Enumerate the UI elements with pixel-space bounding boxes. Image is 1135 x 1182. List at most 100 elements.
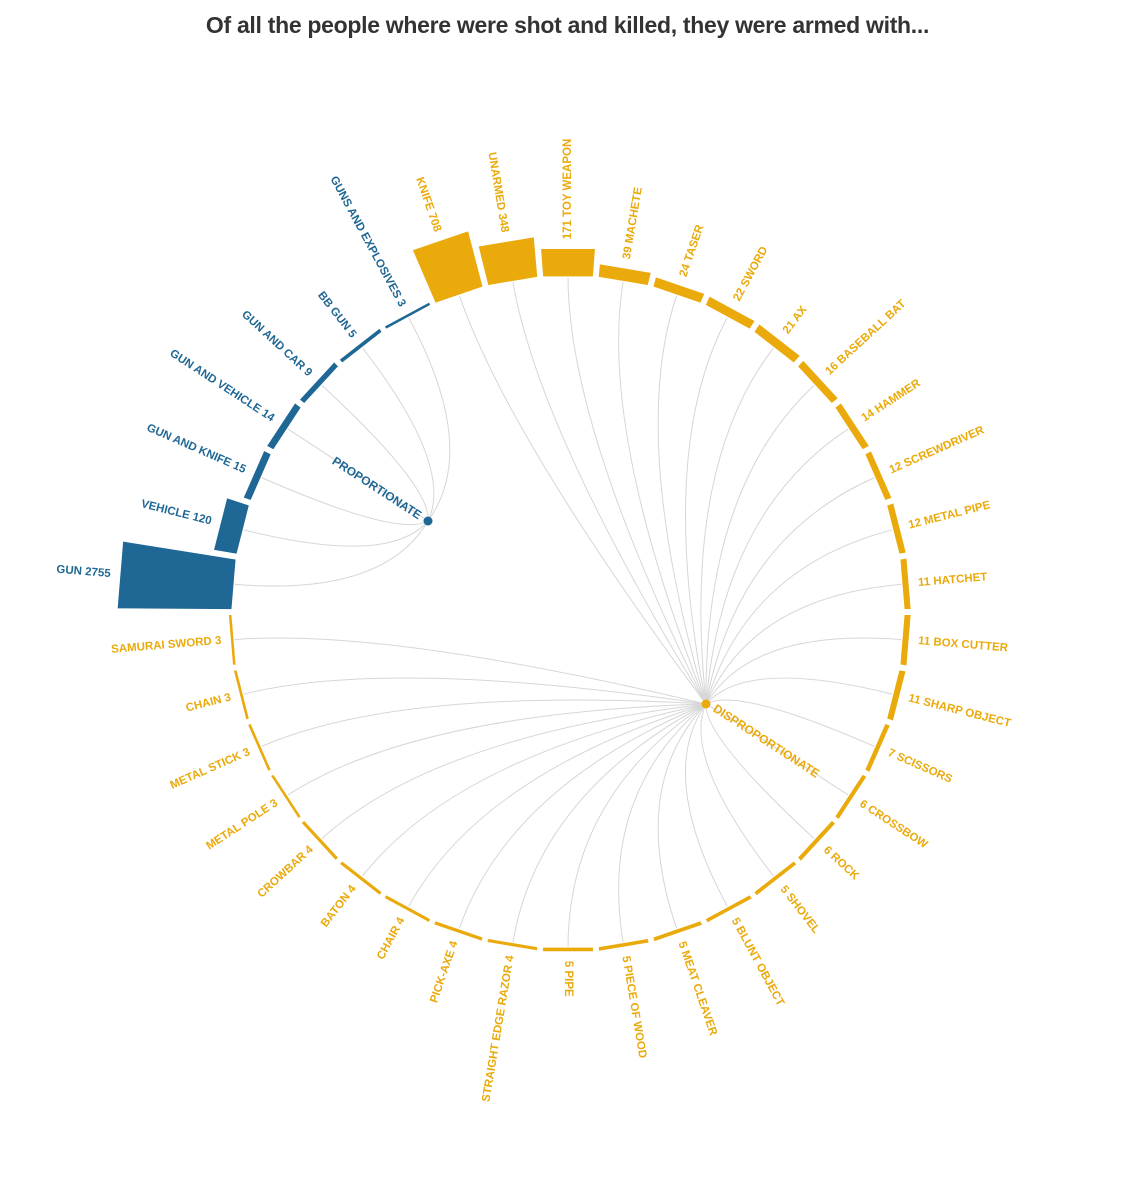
links-layer [233, 275, 903, 949]
label-box-cutter: 11 BOX CUTTER [918, 635, 1009, 654]
label-rock: 6 ROCK [821, 844, 862, 883]
label-crowbar: CROWBAR 4 [255, 843, 316, 900]
arcs-layer [231, 275, 905, 949]
link-scissors [705, 699, 876, 748]
hub-label-proportionate: PROPORTIONATE [330, 454, 425, 522]
chart-title: Of all the people where were shot and ki… [205, 12, 930, 38]
label-vehicle: VEHICLE 120 [140, 498, 213, 527]
link-gun-and-knife [260, 476, 429, 526]
link-taser [657, 294, 707, 705]
bar-shovel [752, 859, 798, 897]
bar-meat-cleaver [652, 919, 704, 943]
hub-dot-disproportionate [701, 699, 711, 709]
link-vehicle [242, 520, 429, 547]
label-meat-cleaver: 5 MEAT CLEAVER [676, 940, 720, 1038]
link-ax [700, 346, 775, 705]
label-chair: CHAIR 4 [375, 915, 408, 962]
link-baton [361, 703, 707, 878]
link-pick-axe [458, 703, 707, 930]
link-straight-edge-razor [512, 703, 707, 944]
link-chain [242, 677, 707, 705]
bar-gun-and-vehicle [265, 401, 303, 451]
bars-layer [116, 229, 912, 953]
label-baseball-bat: 16 BASEBALL BAT [823, 298, 908, 378]
label-blunt-object: 5 BLUNT OBJECT [729, 916, 786, 1008]
link-sharp-object [705, 677, 894, 705]
label-unarmed: UNARMED 348 [485, 151, 510, 234]
label-samurai-sword: SAMURAI SWORD 3 [111, 635, 222, 656]
label-sword: 22 SWORD [731, 245, 770, 304]
bar-scissors [863, 722, 892, 774]
label-gun-and-car: GUN AND CAR 9 [239, 309, 314, 379]
link-machete [618, 280, 707, 705]
label-baton: BATON 4 [319, 883, 359, 930]
label-knife: KNIFE 708 [413, 176, 443, 234]
bar-hammer [833, 401, 871, 451]
bar-bb-gun [338, 327, 384, 365]
link-toy-weapon [567, 275, 707, 705]
bar-baton [338, 859, 384, 897]
bar-metal-pole [269, 773, 303, 820]
bar-sword [704, 295, 757, 331]
bar-ax [752, 322, 802, 365]
label-machete: 39 MACHETE [621, 186, 645, 260]
label-sharp-object: 11 SHARP OBJECT [907, 692, 1012, 729]
link-chair [407, 703, 707, 908]
bar-baseball-bat [796, 359, 840, 405]
label-gun-and-knife: GUN AND KNIFE 15 [145, 422, 248, 476]
bar-straight-edge-razor [485, 937, 539, 952]
label-guns-and-explosives: GUNS AND EXPLOSIVES 3 [327, 174, 407, 309]
link-hatchet [705, 583, 903, 705]
link-gun [233, 520, 429, 587]
bar-rock [796, 819, 837, 863]
label-metal-pipe: 12 METAL PIPE [907, 499, 992, 531]
link-baseball-bat [705, 384, 816, 705]
bar-chair [382, 893, 432, 924]
bar-crowbar [300, 819, 340, 862]
label-chain: CHAIN 3 [185, 692, 233, 715]
link-blunt-object [685, 703, 729, 908]
label-toy-weapon: 171 TOY WEAPON [562, 139, 574, 240]
bar-samurai-sword [227, 613, 237, 667]
label-metal-pole: METAL POLE 3 [204, 797, 280, 852]
label-shovel: 5 SHOVEL [778, 884, 822, 936]
bar-gun-and-car [298, 360, 340, 405]
bar-crossbow [833, 773, 868, 821]
link-metal-stick [260, 699, 707, 748]
link-gun-and-vehicle [286, 427, 429, 522]
bar-blunt-object [704, 893, 754, 925]
bar-toy-weapon [539, 247, 597, 278]
link-unarmed [512, 280, 707, 705]
label-taser: 24 TASER [678, 223, 707, 279]
label-hatchet: 11 HATCHET [918, 571, 988, 589]
bar-vehicle [212, 496, 251, 556]
bar-chain [232, 668, 251, 721]
link-shovel [700, 703, 775, 878]
link-bb-gun [361, 346, 435, 522]
link-gun-and-car [320, 384, 429, 522]
label-pipe: 5 PIPE [562, 961, 574, 997]
label-bb-gun: BB GUN 5 [315, 290, 359, 341]
label-hammer: 14 HAMMER [860, 377, 924, 424]
bar-unarmed [477, 235, 539, 287]
link-rock [705, 703, 816, 840]
bar-pipe [541, 946, 595, 953]
bar-sharp-object [885, 668, 907, 722]
bar-gun-and-knife [242, 449, 273, 502]
label-piece-of-wood: 5 PIECE OF WOOD [619, 955, 648, 1059]
link-samurai-sword [233, 637, 707, 705]
link-metal-pipe [705, 529, 894, 705]
link-metal-pole [286, 703, 707, 797]
label-ax: 21 AX [781, 304, 810, 337]
bar-machete [597, 263, 653, 287]
link-pipe [567, 703, 707, 949]
hub-dot-proportionate [423, 516, 433, 526]
link-box-cutter [705, 637, 903, 705]
label-metal-stick: METAL STICK 3 [168, 746, 251, 791]
label-screwdriver: 12 SCREWDRIVER [888, 424, 987, 476]
link-sword [685, 316, 729, 705]
bar-gun [116, 540, 237, 611]
bar-screwdriver [863, 449, 894, 502]
link-crowbar [320, 703, 707, 840]
